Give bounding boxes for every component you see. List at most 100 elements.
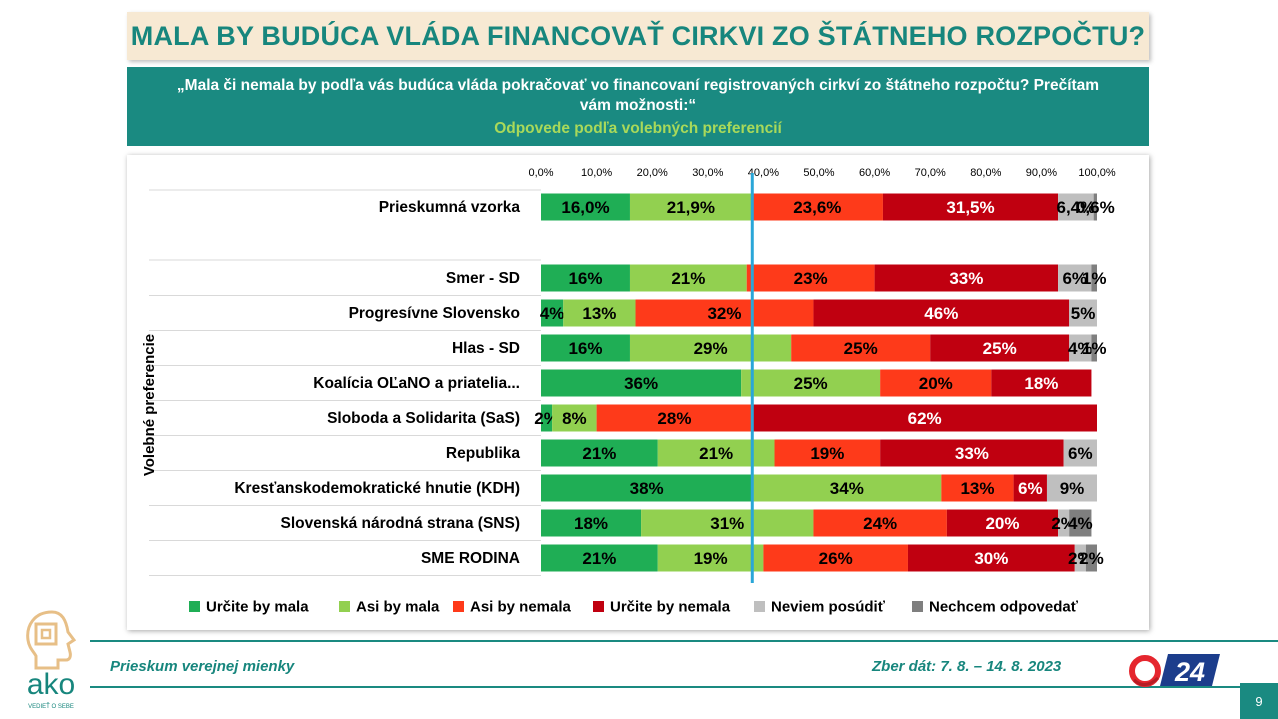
bar-segment [930,334,1070,362]
legend-label: Nechcem odpovedať [929,599,1079,616]
bar-segment [1091,334,1097,362]
bar-segment [1058,193,1094,221]
page-title: MALA BY BUDÚCA VLÁDA FINANCOVAŤ CIRKVI Z… [130,20,1146,51]
bar-segment [629,193,752,221]
question-text: „Mala či nemala by podľa vás budúca vlád… [176,77,1100,114]
bar-segment [1063,439,1097,467]
data-label: 9% [1060,479,1085,498]
x-tick-label: 30,0% [692,167,723,179]
x-tick-label: 70,0% [915,167,946,179]
x-tick-label: 60,0% [859,167,890,179]
data-label: 19% [810,444,844,463]
data-label: 4% [540,304,565,323]
data-label: 4% [1068,339,1093,358]
bar-segment [541,299,564,327]
footer-survey-label: Prieskum verejnej mienky [110,658,295,675]
bar-segment [882,193,1059,221]
row-label: Republika [446,445,520,462]
legend-swatch [453,601,464,612]
bar-segment [741,369,881,397]
bar-segment [746,264,875,292]
bar-segment [1085,544,1097,572]
data-label: 20% [985,514,1019,533]
bar-segment [991,369,1092,397]
bar-segment [1069,334,1092,362]
tv-24-logo-text: 24 [1174,657,1205,687]
bar-segment [541,509,642,537]
bar-segment [907,544,1075,572]
data-label: 46% [924,304,958,323]
bar-segment [1074,544,1086,572]
data-label: 25% [844,339,878,358]
ako-logo-icon: ako VEDIEŤ O SEBE [26,610,77,710]
row-label: Progresívne Slovensko [349,305,520,322]
stacked-bar-chart: 0,0% 10,0% 20,0% 30,0% 40,0% 50,0% 60,0% 70,0% 8… [141,167,1116,616]
row-label: Sloboda a Solidarita (SaS) [327,410,520,427]
bar-segment [596,404,753,432]
data-label: 20% [919,374,953,393]
bar-segment [635,299,814,327]
bar-segment [880,369,992,397]
bar-segment [541,474,753,502]
bar-segment [1091,264,1097,292]
bar-segment [657,439,775,467]
legend-swatch [189,601,200,612]
data-label: 33% [955,444,989,463]
bar-segment [751,193,883,221]
ako-brand-text: ako [27,668,75,701]
row-label: Smer - SD [446,270,520,287]
page-number: 9 [1240,683,1278,719]
row-label: Slovenská národná strana (SNS) [281,515,520,532]
data-label: 1% [1082,269,1107,288]
data-label: 4% [1068,514,1093,533]
x-tick-label: 20,0% [637,167,668,179]
legend-label: Asi by nemala [470,599,572,616]
bar-segment [752,474,942,502]
data-label: 1% [1082,339,1107,358]
bar-segment [541,334,630,362]
x-tick-label: 100,0% [1078,167,1116,179]
legend-label: Určite by mala [206,599,309,616]
data-label: 2% [1079,549,1104,568]
data-label: 29% [694,339,728,358]
bar-segment [874,264,1059,292]
legend-swatch [912,601,923,612]
data-label: 13% [960,479,994,498]
data-label: 62% [908,409,942,428]
bar-segment [541,369,742,397]
legend-swatch [339,601,350,612]
data-label: 38% [630,479,664,498]
data-label: 33% [949,269,983,288]
data-label: 36% [624,374,658,393]
bar-segment [1013,474,1047,502]
data-label: 23% [794,269,828,288]
data-label: 28% [657,409,691,428]
row-label: Hlas - SD [452,340,520,357]
data-label: 16,0% [561,198,609,217]
bar-segment [1058,509,1070,537]
data-label: 25% [983,339,1017,358]
legend-label: Asi by mala [356,599,440,616]
data-label: 5% [1071,304,1096,323]
bar-segment [629,334,792,362]
row-label: SME RODINA [421,550,520,567]
question-banner: „Mala či nemala by podľa vás budúca vlád… [127,67,1149,146]
data-label: 34% [830,479,864,498]
data-label: 16% [568,269,602,288]
data-label: 21,9% [667,198,715,217]
x-tick-label: 0,0% [528,167,553,179]
bar-segment [763,544,908,572]
group-axis-label: Volebné preferencie [141,334,158,476]
data-label: 8% [562,409,587,428]
x-tick-label: 10,0% [581,167,612,179]
data-label: 25% [794,374,828,393]
data-label: 21% [582,549,616,568]
data-label: 24% [863,514,897,533]
row-label: Koalícia OĽaNO a priatelia... [313,375,520,392]
bar-segment [791,334,931,362]
question-subtitle: Odpovede podľa volebných preferencií [494,120,782,137]
bar-segment [1093,193,1097,221]
legend-swatch [593,601,604,612]
chart-panel: 0,0% 10,0% 20,0% 30,0% 40,0% 50,0% 60,0% 70,0% 8… [127,155,1149,630]
row-label: Prieskumná vzorka [379,199,521,216]
